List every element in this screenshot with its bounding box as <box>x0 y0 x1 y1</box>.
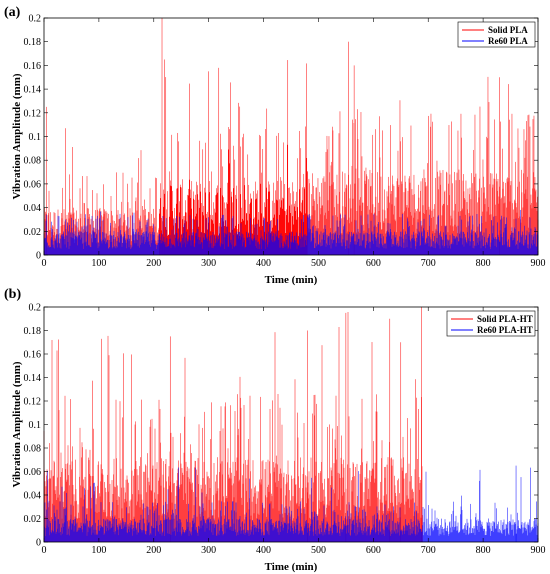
y-tick-label: 0.1 <box>29 132 42 143</box>
x-tick-label: 200 <box>146 258 161 269</box>
y-tick-label: 0.12 <box>24 397 42 408</box>
x-tick-label: 0 <box>42 545 47 556</box>
legend-box <box>446 310 536 337</box>
y-tick-label: 0 <box>36 251 41 262</box>
y-tick-label: 0.06 <box>24 467 42 478</box>
x-tick-label: 900 <box>531 258 546 269</box>
legend-label-solid-pla-ht: Solid PLA-HT <box>477 314 533 324</box>
x-tick-label: 400 <box>256 545 271 556</box>
panel-label: (b) <box>4 287 21 302</box>
y-tick-label: 0.18 <box>24 37 42 48</box>
panel-label: (a) <box>4 5 21 20</box>
y-axis-title: Vibration Amplitude (mm) <box>11 73 23 199</box>
y-tick-label: 0.02 <box>24 514 42 525</box>
x-tick-label: 300 <box>201 258 216 269</box>
x-tick-label: 500 <box>311 258 326 269</box>
legend: Solid PLA Re60 PLA <box>457 21 536 48</box>
y-tick-label: 0.14 <box>24 373 42 384</box>
x-axis-title: Time (min) <box>265 274 318 286</box>
y-tick-label: 0.16 <box>24 350 42 361</box>
x-axis-title: Time (min) <box>265 561 318 573</box>
x-tick-label: 700 <box>421 545 436 556</box>
chart-panel-a: 0 100 200 300 400 500 600 700 800 900 0 0.02 0.04 0.0… <box>4 5 546 286</box>
y-tick-label: 0.2 <box>29 14 42 25</box>
y-axis-title: Vibration Amplitude (mm) <box>11 361 23 487</box>
x-tick-label: 400 <box>256 258 271 269</box>
x-tick-label: 600 <box>366 545 381 556</box>
x-tick-label: 300 <box>201 545 216 556</box>
y-tick-label: 0.18 <box>24 326 42 337</box>
x-tick-label: 200 <box>146 545 161 556</box>
y-tick-label: 0.08 <box>24 444 42 455</box>
y-tick-label: 0.04 <box>24 203 42 214</box>
y-tick-label: 0.14 <box>24 85 42 96</box>
x-tick-label: 100 <box>91 545 106 556</box>
x-tick-label: 0 <box>42 258 47 269</box>
x-tick-label: 700 <box>421 258 436 269</box>
y-tick-label: 0.2 <box>29 303 42 314</box>
x-tick-label: 100 <box>91 258 106 269</box>
x-tick-label: 900 <box>531 545 546 556</box>
chart-panel-b: 0 100 200 300 400 500 600 700 800 900 0 0.02 0.04 0.0… <box>4 287 546 573</box>
legend-label-re60-pla-ht: Re60 PLA-HT <box>477 325 533 335</box>
y-tick-label: 0.06 <box>24 179 42 190</box>
legend: Solid PLA-HT Re60 PLA-HT <box>446 310 536 337</box>
legend-box <box>457 21 536 48</box>
axis-ticks: 0 100 200 300 400 500 600 700 800 900 0 0.02 0.04 0.0… <box>24 14 546 270</box>
legend-label-re60-pla: Re60 PLA <box>488 36 528 46</box>
x-tick-label: 800 <box>476 545 491 556</box>
x-tick-label: 600 <box>366 258 381 269</box>
axis-ticks: 0 100 200 300 400 500 600 700 800 900 0 0.02 0.04 0.0… <box>24 303 546 557</box>
x-tick-label: 500 <box>311 545 326 556</box>
y-tick-label: 0.16 <box>24 61 42 72</box>
y-tick-label: 0.04 <box>24 491 42 502</box>
y-tick-label: 0.08 <box>24 156 42 167</box>
y-tick-label: 0 <box>36 538 41 549</box>
y-tick-label: 0.1 <box>29 420 42 431</box>
y-tick-label: 0.12 <box>24 108 42 119</box>
legend-label-solid-pla: Solid PLA <box>488 25 528 35</box>
x-tick-label: 800 <box>476 258 491 269</box>
y-tick-label: 0.02 <box>24 227 42 238</box>
